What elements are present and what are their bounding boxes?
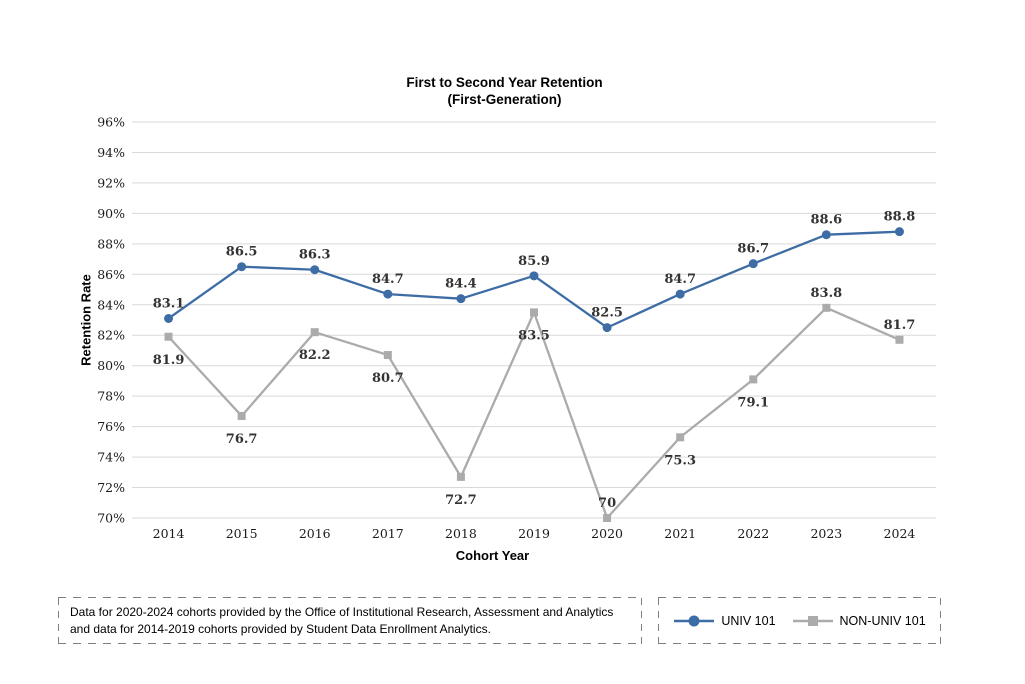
data-point-label: 84.4 (445, 277, 477, 292)
chart-title-line2: (First-Generation) (447, 92, 562, 107)
data-point-label: 86.7 (737, 242, 769, 257)
data-point-label: 70 (598, 496, 616, 511)
data-point-label: 83.5 (518, 328, 550, 343)
legend-label-univ101: UNIV 101 (721, 613, 776, 628)
data-point-marker (821, 230, 831, 240)
data-point-label: 85.9 (518, 254, 550, 269)
data-point-label: 80.7 (372, 371, 404, 386)
x-tick-label: 2024 (884, 526, 916, 541)
footnote-text: Data for 2020-2024 cohorts provided by t… (70, 605, 614, 636)
chart-title-line1: First to Second Year Retention (406, 75, 603, 90)
data-point-marker (748, 259, 758, 269)
x-tick-label: 2018 (445, 526, 477, 541)
data-point-marker (603, 514, 612, 522)
data-point-label: 88.6 (811, 213, 843, 228)
chart-legend: UNIV 101 NON-UNIV 101 (658, 597, 941, 644)
non-univ101-line-square-marker-icon (792, 615, 833, 626)
x-tick-label: 2014 (153, 526, 185, 541)
y-tick-label: 84% (97, 297, 125, 312)
data-point-label: 83.8 (811, 286, 843, 301)
y-tick-label: 96% (97, 115, 125, 130)
data-point-label: 72.7 (445, 493, 477, 508)
data-point-marker (456, 294, 466, 304)
data-point-label: 84.7 (664, 272, 696, 287)
legend-item-univ101: UNIV 101 (673, 613, 776, 628)
y-tick-label: 80% (97, 358, 125, 373)
data-point-marker (237, 411, 246, 420)
y-tick-label: 94% (97, 145, 125, 160)
data-point-marker (383, 351, 392, 360)
data-point-label: 86.3 (299, 248, 331, 263)
footnote-box: Data for 2020-2024 cohorts provided by t… (58, 597, 642, 644)
data-point-label: 81.7 (884, 318, 916, 333)
legend-label-non-univ101: NON-UNIV 101 (839, 613, 926, 628)
data-point-label: 88.8 (884, 210, 916, 225)
data-point-marker (164, 313, 174, 323)
data-point-marker (822, 303, 831, 312)
data-point-marker (310, 328, 319, 337)
y-tick-label: 72% (97, 480, 125, 495)
y-tick-label: 90% (97, 206, 125, 221)
x-tick-label: 2020 (591, 526, 623, 541)
x-tick-label: 2019 (518, 526, 550, 541)
y-tick-label: 74% (97, 450, 125, 465)
y-tick-label: 88% (97, 236, 125, 251)
data-point-marker (530, 308, 538, 317)
data-point-label: 81.9 (153, 353, 185, 368)
data-point-label: 84.7 (372, 272, 404, 287)
data-point-marker (310, 265, 320, 275)
x-axis-title: Cohort Year (455, 548, 530, 563)
data-point-label: 83.1 (153, 296, 185, 311)
data-point-marker (456, 472, 465, 481)
y-tick-label: 82% (97, 328, 125, 343)
data-point-label: 86.5 (226, 245, 258, 260)
data-point-marker (749, 375, 758, 384)
data-point-label: 76.7 (226, 432, 258, 447)
x-tick-label: 2016 (299, 526, 331, 541)
x-tick-label: 2015 (226, 526, 258, 541)
data-point-marker (675, 289, 685, 299)
data-point-marker (895, 335, 904, 344)
x-tick-label: 2021 (664, 526, 696, 541)
data-point-marker (164, 332, 173, 341)
data-point-label: 79.1 (737, 395, 769, 410)
legend-item-non-univ101: NON-UNIV 101 (792, 614, 926, 628)
data-point-marker (676, 433, 685, 442)
data-point-marker (237, 262, 247, 272)
data-point-marker (383, 289, 393, 299)
data-point-label: 82.5 (591, 306, 623, 321)
y-tick-label: 86% (97, 267, 125, 282)
data-point-label: 75.3 (664, 453, 696, 468)
data-point-marker (529, 271, 539, 281)
univ101-line-circle-marker-icon (674, 615, 715, 626)
y-tick-label: 70% (97, 511, 125, 526)
data-point-marker (602, 323, 612, 333)
y-tick-label: 76% (97, 419, 125, 434)
y-tick-label: 92% (97, 175, 125, 190)
x-tick-label: 2017 (372, 526, 404, 541)
data-point-marker (894, 227, 904, 237)
y-tick-label: 78% (97, 389, 125, 404)
data-point-label: 82.2 (299, 348, 331, 363)
chart-title: First to Second Year Retention (First-Ge… (0, 74, 1009, 108)
x-tick-label: 2023 (810, 526, 842, 541)
x-tick-label: 2022 (737, 526, 769, 541)
